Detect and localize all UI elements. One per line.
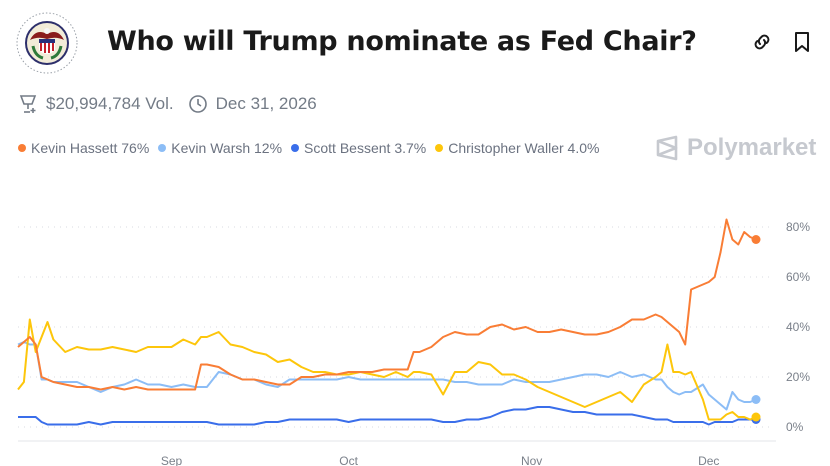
x-tick-label: Dec bbox=[698, 454, 719, 466]
brand-name: Polymarket bbox=[687, 134, 817, 161]
x-tick-label: Nov bbox=[521, 454, 542, 466]
legend-dot bbox=[18, 144, 26, 152]
clock-icon bbox=[188, 95, 207, 113]
legend-label: Christopher Waller 4.0% bbox=[448, 140, 600, 156]
series-endpoint-kevin-warsh bbox=[751, 395, 761, 404]
volume-text: $20,994,784 Vol. bbox=[46, 94, 174, 113]
fed-seal-logo bbox=[16, 12, 78, 74]
y-tick-label: 40% bbox=[786, 320, 810, 334]
probability-chart: 0% 20% 40% 60% 80% Sep Oct Nov Dec bbox=[17, 218, 810, 466]
y-tick-label: 80% bbox=[786, 220, 810, 234]
market-meta: $20,994,784 Vol. Dec 31, 2026 bbox=[18, 94, 317, 114]
end-date-text: Dec 31, 2026 bbox=[215, 94, 317, 113]
legend-item-hassett: Kevin Hassett 76% bbox=[18, 140, 149, 156]
x-tick-label: Sep bbox=[161, 454, 183, 466]
series-line-kevin-warsh bbox=[17, 341, 757, 411]
legend-label: Scott Bessent 3.7% bbox=[304, 140, 427, 156]
bookmark-icon[interactable] bbox=[790, 30, 814, 54]
legend-label: Kevin Hassett 76% bbox=[31, 140, 150, 156]
polymarket-logo-icon bbox=[656, 135, 678, 161]
x-tick-label: Oct bbox=[339, 454, 358, 466]
legend-dot bbox=[158, 144, 167, 152]
legend-item-warsh: Kevin Warsh 12% bbox=[158, 140, 282, 156]
y-tick-label: 0% bbox=[786, 420, 804, 434]
legend-item-waller: Christopher Waller 4.0% bbox=[435, 140, 599, 156]
page-title: Who will Trump nominate as Fed Chair? bbox=[107, 26, 697, 57]
legend-label: Kevin Warsh 12% bbox=[171, 140, 283, 156]
legend-item-bessent: Scott Bessent 3.7% bbox=[291, 140, 426, 156]
polymarket-brand: Polymarket bbox=[655, 134, 816, 162]
series-line-kevin-hassett bbox=[17, 218, 757, 391]
series-endpoint-christopher-waller bbox=[751, 412, 761, 422]
legend-dot bbox=[435, 144, 444, 152]
chart-legend: Kevin Hassett 76% Kevin Warsh 12% Scott … bbox=[18, 140, 608, 156]
series-line-christopher-waller bbox=[17, 318, 757, 421]
y-tick-label: 20% bbox=[786, 370, 810, 384]
link-icon[interactable] bbox=[750, 30, 774, 54]
series-endpoint-kevin-hassett bbox=[751, 235, 761, 244]
trophy-icon bbox=[19, 95, 37, 113]
legend-dot bbox=[291, 144, 300, 152]
series-line-scott-bessent bbox=[18, 406, 756, 426]
y-tick-label: 60% bbox=[786, 270, 810, 284]
